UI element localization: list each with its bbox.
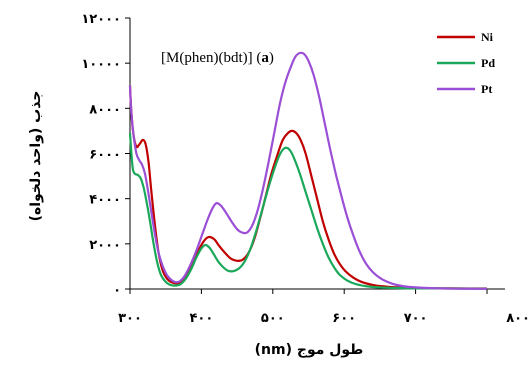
- y-tick-label: ۴۰۰۰: [89, 193, 121, 208]
- tick-labels: ۰ ۲۰۰۰ ۴۰۰۰ ۶۰۰۰ ۸۰۰۰ ۱۰۰۰۰ ۱۲۰۰۰ ۳۰۰ ۴۰۰ ۵۰۰ ۶۰۰ ۷…: [81, 12, 530, 326]
- compound-annotation: [M(phen)(bdt)] (a): [161, 50, 274, 66]
- series-line-pd: [128, 133, 488, 290]
- series-line-ni: [128, 85, 488, 290]
- x-axis-label: طول موج (nm): [255, 342, 364, 358]
- y-tick-label: ۶۰۰۰: [89, 148, 121, 163]
- y-tick-label: ۱۲۰۰۰: [81, 12, 121, 27]
- x-tick-label: ۴۰۰: [189, 311, 213, 326]
- y-tick-label: ۱۰۰۰۰: [81, 57, 121, 72]
- series-layer: [128, 51, 488, 290]
- legend-label-ni: Ni: [481, 30, 494, 44]
- legend-label-pt: Pt: [481, 82, 492, 96]
- x-tick-label: ۸۰۰: [506, 311, 530, 326]
- y-tick-label: ۲۰۰۰: [89, 238, 121, 253]
- x-tick-label: ۷۰۰: [404, 311, 428, 326]
- x-tick-label: ۶۰۰: [332, 311, 356, 326]
- legend: Ni Pd Pt: [437, 30, 495, 96]
- y-tick-label: ۰: [113, 283, 121, 298]
- legend-label-pd: Pd: [481, 56, 495, 70]
- y-axis-label: جذب (واحد دلخواه): [28, 91, 44, 222]
- x-tick-label: ۳۰۰: [118, 311, 142, 326]
- y-tick-label: ۸۰۰۰: [89, 102, 121, 117]
- x-tick-label: ۵۰۰: [261, 311, 285, 326]
- series-line-pt: [128, 51, 488, 290]
